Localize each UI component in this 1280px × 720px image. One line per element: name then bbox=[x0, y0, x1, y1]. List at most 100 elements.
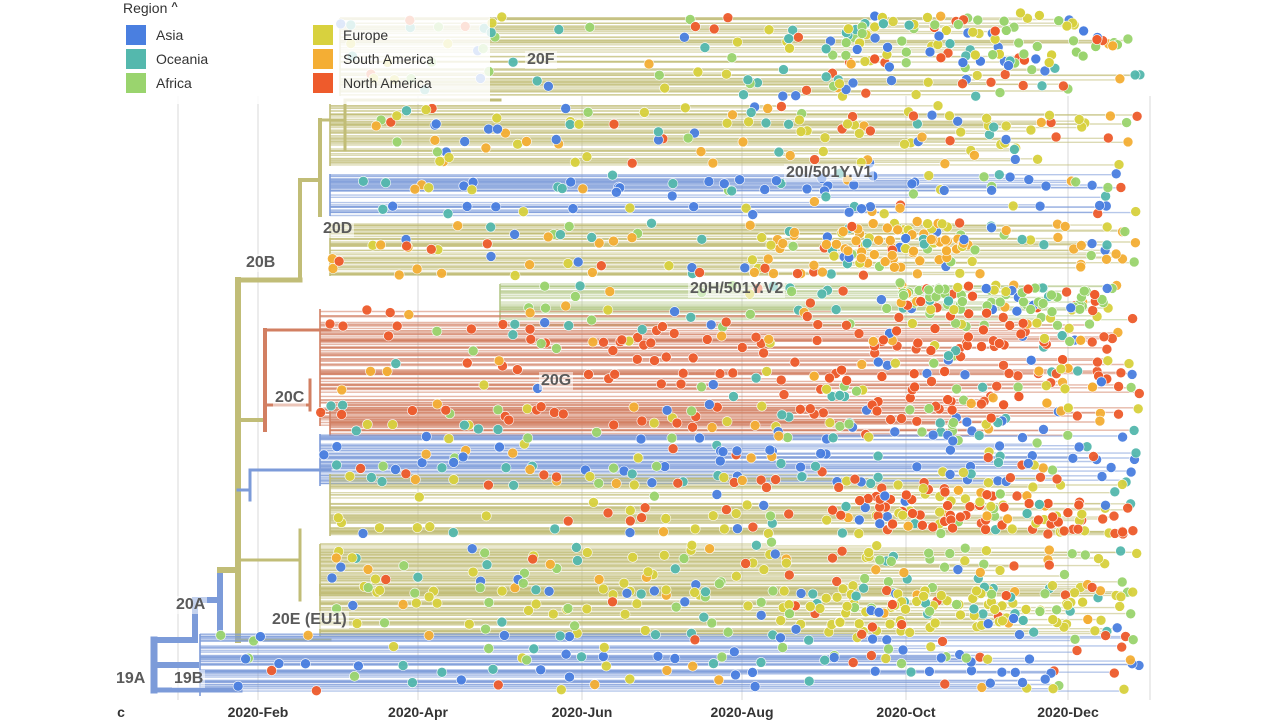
tree-tip bbox=[518, 206, 529, 217]
tree-tip bbox=[492, 679, 504, 691]
tree-tip bbox=[1058, 525, 1070, 537]
tree-tip bbox=[963, 331, 974, 343]
tree-tip bbox=[1013, 37, 1025, 49]
tree-tip bbox=[763, 333, 775, 345]
legend-item-north-america[interactable]: North America bbox=[313, 72, 432, 94]
tree-tip bbox=[993, 338, 1005, 349]
tree-tip bbox=[1043, 57, 1055, 68]
legend-toggle[interactable]: Region ^ bbox=[123, 0, 178, 16]
tree-tip bbox=[1096, 376, 1107, 388]
tree-tip bbox=[714, 455, 726, 467]
tree-tip bbox=[824, 417, 836, 429]
tree-tip bbox=[1101, 253, 1112, 265]
tree-tip bbox=[1086, 582, 1098, 593]
tree-tip bbox=[666, 190, 678, 202]
tree-tip bbox=[986, 185, 997, 196]
clade-label-20g: 20G bbox=[539, 372, 574, 390]
tree-tip bbox=[718, 178, 730, 189]
tree-tip bbox=[747, 521, 759, 533]
tree-tip bbox=[393, 269, 405, 281]
tree-tip bbox=[479, 547, 491, 559]
tree-tip bbox=[685, 311, 697, 323]
tree-tip bbox=[412, 571, 424, 583]
tree-tip bbox=[1033, 514, 1044, 526]
tree-tip bbox=[560, 300, 572, 312]
tree-tip bbox=[1128, 256, 1140, 268]
tree-tip bbox=[420, 448, 432, 460]
tree-tip bbox=[390, 464, 401, 475]
tree-tip bbox=[865, 478, 877, 489]
tree-tip bbox=[935, 652, 947, 664]
tree-tip bbox=[1017, 80, 1029, 91]
tree-tip bbox=[1009, 154, 1021, 165]
tree-tip bbox=[704, 543, 715, 555]
tree-tip bbox=[1012, 381, 1024, 393]
tree-tip bbox=[815, 448, 827, 459]
tree-tip bbox=[380, 177, 392, 189]
tree-tip bbox=[689, 634, 701, 646]
legend-swatch bbox=[313, 73, 333, 93]
tree-tip bbox=[377, 460, 389, 472]
tree-tip bbox=[682, 132, 694, 144]
tree-tip bbox=[410, 597, 422, 609]
tree-tip bbox=[856, 203, 867, 214]
tree-tip bbox=[523, 605, 534, 616]
tree-tip bbox=[783, 599, 795, 611]
tree-tip bbox=[808, 259, 820, 271]
legend-item-europe[interactable]: Europe bbox=[313, 24, 388, 46]
tree-tip bbox=[1118, 683, 1130, 695]
legend-item-oceania[interactable]: Oceania bbox=[126, 48, 208, 70]
tree-tip bbox=[1068, 35, 1079, 47]
tree-tip bbox=[750, 331, 762, 343]
tree-tip bbox=[974, 567, 986, 578]
tree-tip bbox=[900, 233, 912, 244]
tree-tip bbox=[543, 585, 555, 597]
tree-tip bbox=[255, 631, 266, 642]
tree-tip bbox=[448, 474, 460, 485]
legend-item-south-america[interactable]: South America bbox=[313, 48, 434, 70]
tree-tip bbox=[982, 653, 993, 665]
tree-tip bbox=[466, 184, 478, 196]
tree-tip bbox=[727, 367, 739, 379]
tree-tip bbox=[687, 421, 698, 433]
tree-tip bbox=[530, 584, 542, 596]
tree-tip bbox=[807, 588, 819, 600]
legend-item-africa[interactable]: Africa bbox=[126, 72, 192, 94]
tree-tip bbox=[867, 218, 879, 229]
tree-tip bbox=[330, 552, 342, 564]
tree-tip bbox=[758, 564, 770, 575]
tree-tip bbox=[349, 670, 360, 682]
tree-tip bbox=[1086, 336, 1098, 348]
tree-tip bbox=[626, 468, 638, 480]
region-legend: Region ^ Asia Oceania Africa Europe Sout… bbox=[120, 0, 490, 104]
tree-tip bbox=[463, 618, 475, 630]
legend-swatch bbox=[313, 49, 333, 69]
tree-tip bbox=[485, 221, 497, 233]
tree-tip bbox=[459, 419, 470, 431]
tree-tip bbox=[740, 202, 752, 214]
tree-tip bbox=[1044, 544, 1055, 556]
tree-tip bbox=[994, 565, 1006, 576]
tree-tip bbox=[1122, 33, 1134, 45]
tree-tip bbox=[1110, 248, 1122, 260]
tree-tip bbox=[998, 15, 1010, 27]
tree-tip bbox=[542, 231, 554, 243]
legend-item-asia[interactable]: Asia bbox=[126, 24, 183, 46]
tree-tip bbox=[391, 320, 403, 332]
tree-tip bbox=[786, 286, 797, 297]
tree-tip bbox=[1089, 625, 1101, 637]
tree-tip bbox=[337, 320, 349, 332]
tree-tip bbox=[841, 600, 853, 612]
tree-tip bbox=[759, 262, 771, 274]
tree-tip bbox=[849, 473, 861, 485]
tree-tip bbox=[443, 152, 455, 163]
tree-tip bbox=[653, 126, 664, 138]
tree-tip bbox=[982, 452, 994, 463]
tree-tip bbox=[728, 391, 739, 402]
tree-tip bbox=[1100, 190, 1111, 202]
clade-label-20f: 20F bbox=[525, 51, 557, 69]
tree-tip bbox=[423, 630, 435, 641]
tree-tip bbox=[881, 634, 893, 646]
